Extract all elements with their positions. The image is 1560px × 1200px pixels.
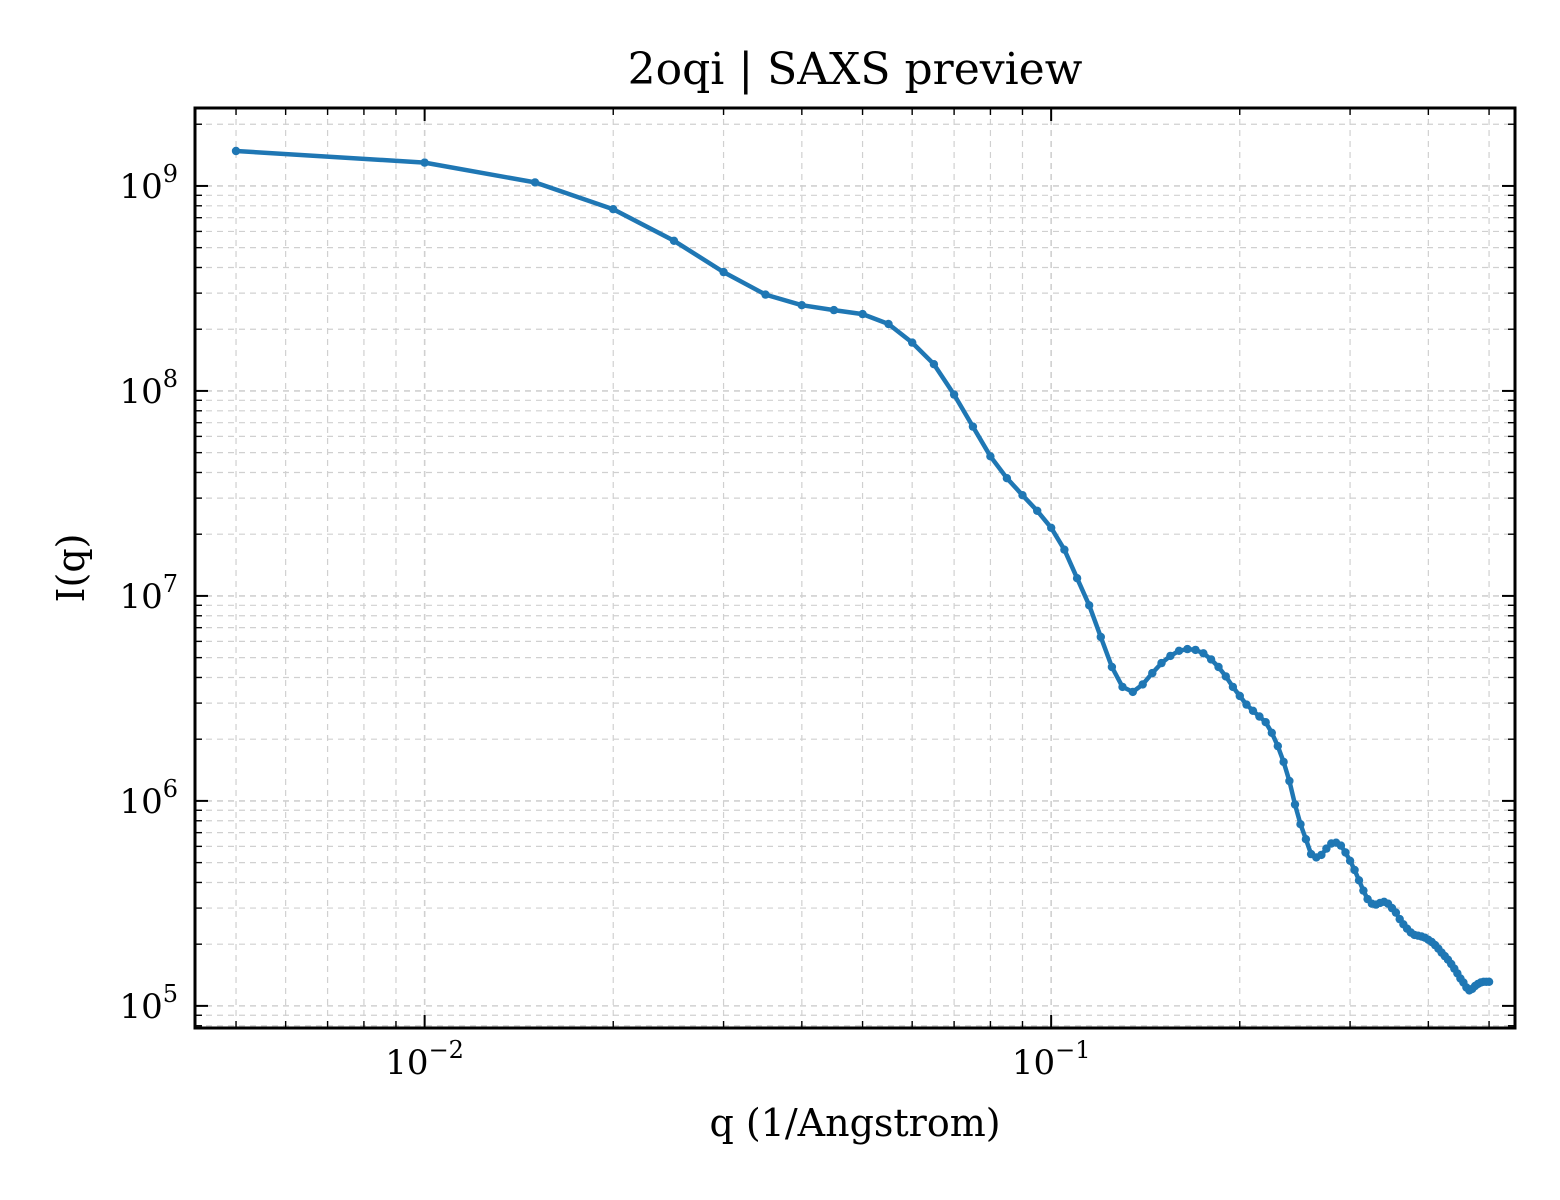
data-point — [1206, 655, 1216, 664]
data-point — [761, 290, 770, 299]
data-point — [1183, 644, 1192, 654]
data-point — [1214, 662, 1223, 672]
data-point — [609, 205, 618, 214]
data-point — [1060, 545, 1069, 554]
data-point — [1391, 908, 1401, 917]
data-point — [1350, 865, 1359, 875]
data-point — [1484, 977, 1494, 986]
data-point — [1174, 646, 1184, 655]
y-tick-label: 108 — [119, 365, 178, 412]
y-tick-label: 106 — [119, 775, 178, 822]
data-point — [1242, 700, 1251, 709]
data-point — [1354, 876, 1364, 885]
data-point — [1255, 712, 1264, 721]
y-tick-label: 105 — [119, 980, 178, 1027]
data-point — [1267, 728, 1277, 737]
data-point — [1248, 706, 1258, 715]
data-point — [968, 422, 978, 431]
data-point — [797, 301, 806, 310]
y-tick-label: 107 — [119, 570, 178, 617]
data-point — [1107, 662, 1117, 672]
data-point — [1279, 757, 1288, 767]
data-point — [1128, 687, 1138, 697]
plot-frame — [193, 106, 1517, 1030]
data-point — [1301, 835, 1311, 844]
data-point — [1345, 856, 1355, 865]
data-point — [829, 305, 839, 315]
data-point — [1085, 601, 1094, 610]
data-point — [1359, 886, 1368, 895]
data-point — [986, 452, 995, 461]
data-point — [1157, 658, 1166, 668]
data-point — [1138, 680, 1147, 689]
data-point — [929, 360, 939, 369]
data-point — [530, 178, 540, 187]
data-point — [858, 309, 867, 319]
x-tick-label: 10−1 — [1012, 1036, 1091, 1083]
data-point — [1296, 820, 1305, 829]
data-point — [908, 338, 917, 347]
y-tick-label: 109 — [119, 160, 178, 207]
data-point — [1096, 632, 1106, 642]
data-point — [1221, 672, 1231, 681]
grid-lines — [195, 108, 1515, 1028]
data-point — [1148, 668, 1157, 678]
data-point — [1273, 741, 1283, 751]
y-axis-label: I(q) — [49, 534, 93, 603]
chart-title: 2oqi | SAXS preview — [628, 44, 1083, 95]
data-point — [1261, 718, 1270, 727]
data-point — [1285, 776, 1294, 786]
data-point — [1072, 574, 1082, 583]
series-layer — [231, 146, 1494, 995]
data-point — [1317, 850, 1326, 860]
data-point — [1336, 841, 1346, 850]
x-axis-label: q (1/Angstrom) — [709, 1101, 1000, 1145]
data-point — [1191, 645, 1200, 655]
data-point — [1341, 848, 1350, 857]
data-point — [1002, 474, 1012, 483]
data-point — [669, 236, 679, 245]
data-point — [719, 267, 728, 277]
data-point — [1228, 682, 1238, 692]
data-point — [1047, 523, 1056, 532]
data-point — [1118, 682, 1127, 692]
x-tick-label: 10−2 — [385, 1036, 464, 1083]
data-point — [1290, 800, 1300, 809]
data-point — [420, 158, 429, 167]
data-point — [1166, 651, 1175, 661]
data-point — [1018, 491, 1027, 500]
data-point — [884, 319, 893, 329]
data-point — [1235, 691, 1245, 701]
data-point — [949, 390, 959, 399]
data-point — [1033, 506, 1042, 515]
data-point — [1199, 649, 1208, 658]
data-point — [231, 146, 241, 156]
